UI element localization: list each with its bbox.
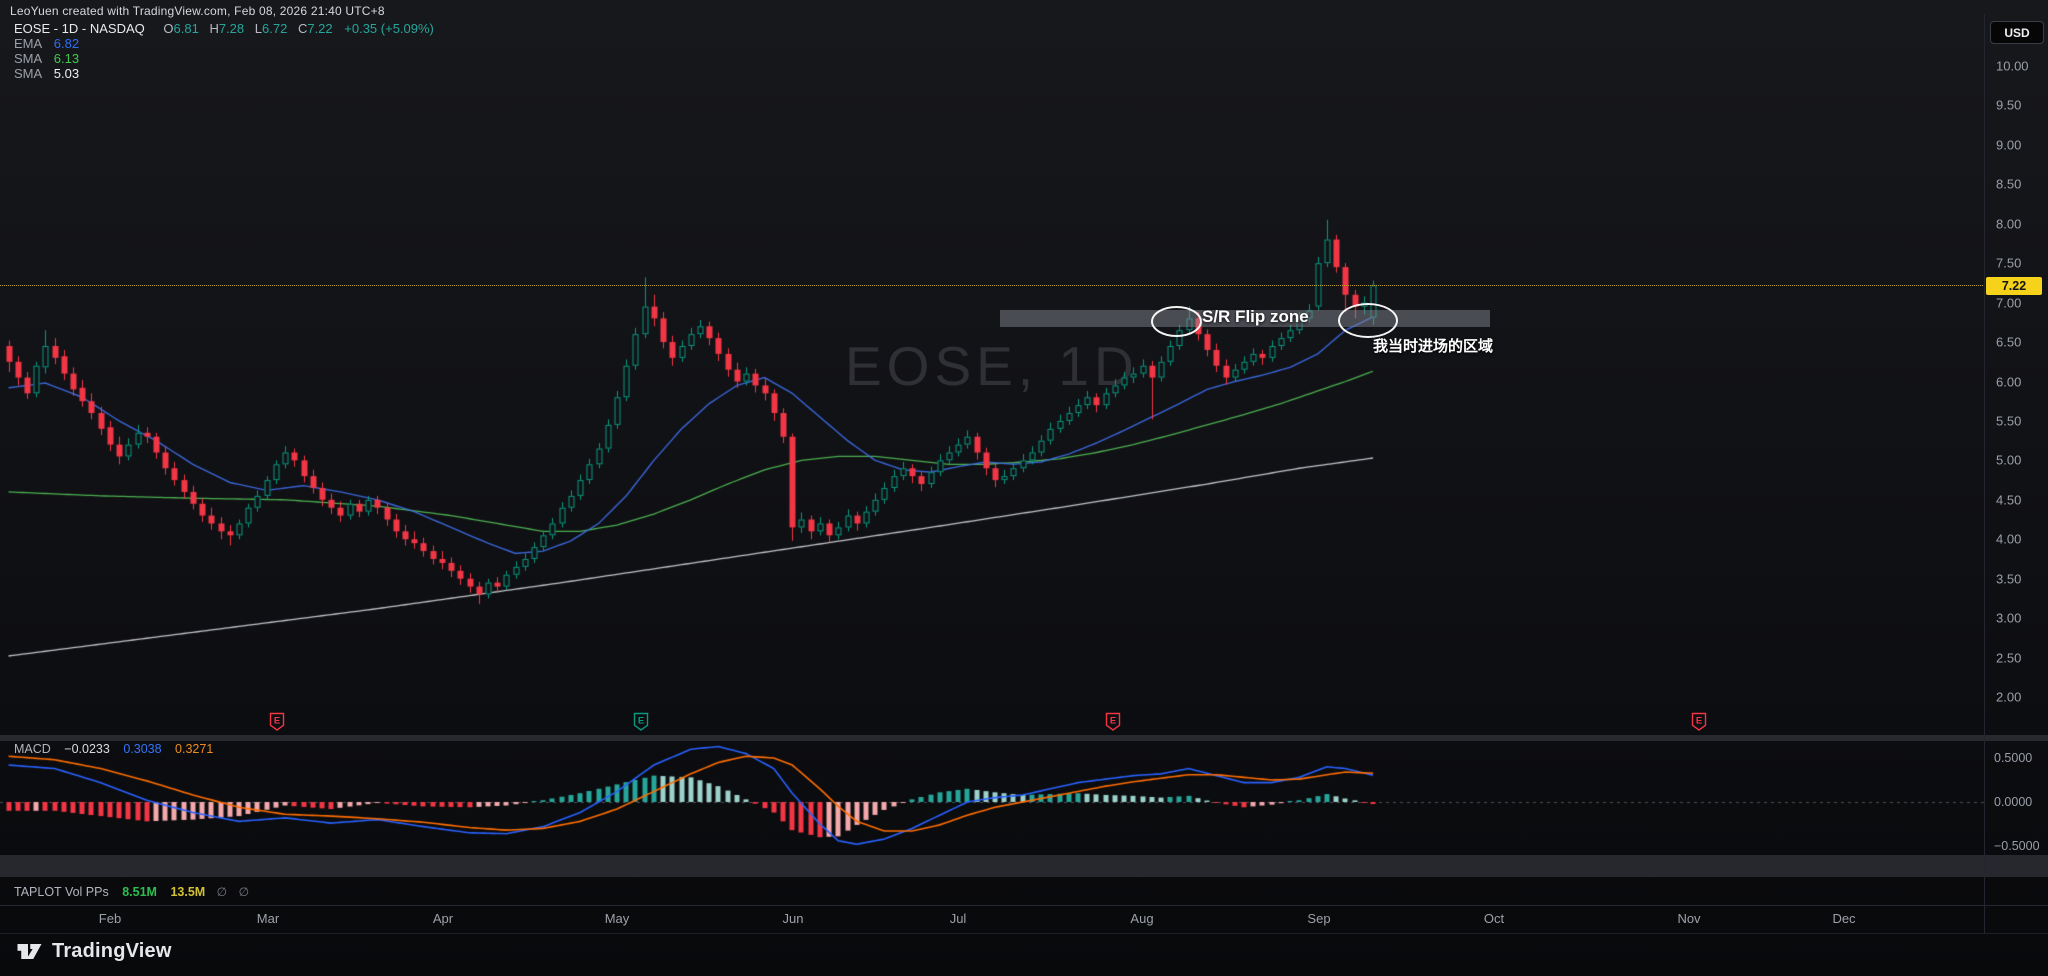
close-label: C <box>297 21 308 36</box>
price-tick-label: 9.00 <box>1996 137 2022 153</box>
high-label: H <box>209 21 219 36</box>
month-label: Jun <box>782 911 804 926</box>
svg-text:E: E <box>638 716 644 727</box>
volume-title: TAPLOT Vol PPs <box>14 885 109 899</box>
symbol-title: EOSE - 1D - NASDAQ <box>14 21 145 36</box>
month-label: Sep <box>1307 911 1331 926</box>
sr-flip-zone-label[interactable]: S/R Flip zone <box>1202 307 1309 326</box>
indicator-row-ema[interactable]: EMA 6.82 <box>14 36 434 51</box>
sma-long-value: 5.03 <box>53 66 80 81</box>
low-label: L <box>254 21 262 36</box>
open-label: O <box>163 21 174 36</box>
last-price-dotted-line <box>0 285 1985 286</box>
close-value: 7.22 <box>307 21 333 36</box>
price-tick-label: 4.50 <box>1996 492 2022 508</box>
svg-text:E: E <box>274 716 280 727</box>
month-label: Dec <box>1832 911 1856 926</box>
price-tick-label: 5.00 <box>1996 452 2022 468</box>
sma-mid-label: SMA <box>14 51 43 66</box>
earnings-icon[interactable]: E <box>1691 712 1708 732</box>
high-value: 7.28 <box>218 21 245 36</box>
month-label: Nov <box>1677 911 1701 926</box>
volume-value-1: 8.51M <box>122 885 157 899</box>
svg-text:E: E <box>1696 716 1702 727</box>
price-tick-label: 10.00 <box>1996 58 2029 74</box>
month-label: Apr <box>432 911 454 926</box>
macd-tick-label: 0.0000 <box>1994 795 2033 809</box>
footer-branding[interactable]: TradingView <box>16 940 172 963</box>
earnings-icon[interactable]: E <box>269 712 286 732</box>
earnings-icon[interactable]: E <box>1105 712 1122 732</box>
macd-title: MACD <box>14 742 51 756</box>
footer-border <box>0 933 2048 934</box>
tradingview-wordmark: TradingView <box>52 940 172 962</box>
earnings-icon[interactable]: E <box>633 712 650 732</box>
month-label: May <box>604 911 630 926</box>
price-axis-border <box>1984 14 1985 933</box>
tradingview-logo-icon <box>16 940 43 963</box>
attribution-text: LeoYuen created with TradingView.com, Fe… <box>10 4 385 18</box>
price-tick-label: 3.00 <box>1996 610 2022 626</box>
price-tick-label: 5.50 <box>1996 413 2022 429</box>
highlight-ellipse[interactable] <box>1151 306 1202 337</box>
volume-value-2: 13.5M <box>170 885 206 899</box>
volume-legend-row[interactable]: TAPLOT Vol PPs 8.51M 13.5M ∅ ∅ <box>14 885 249 899</box>
price-tick-label: 9.50 <box>1996 97 2022 113</box>
price-tick-label: 6.50 <box>1996 334 2022 350</box>
price-tick-label: 8.00 <box>1996 216 2022 232</box>
month-label: Feb <box>98 911 122 926</box>
indicator-row-sma-long[interactable]: SMA 5.03 <box>14 66 434 81</box>
hide-icon[interactable]: ∅ <box>216 885 228 899</box>
month-label: Jul <box>949 911 967 926</box>
macd-line-value: 0.3038 <box>123 742 162 756</box>
month-label: Mar <box>256 911 280 926</box>
macd-tick-label: 0.5000 <box>1994 751 2033 765</box>
pane-separator-main-macd[interactable] <box>0 735 2048 741</box>
macd-signal-value: 0.3271 <box>175 742 214 756</box>
month-label: Oct <box>1483 911 1505 926</box>
svg-text:E: E <box>1110 716 1116 727</box>
price-tick-label: 4.00 <box>1996 531 2022 547</box>
symbol-legend-row[interactable]: EOSE - 1D - NASDAQ O6.81 H7.28 L6.72 C7.… <box>14 21 434 36</box>
last-price-label: 7.22 <box>1986 277 2042 295</box>
macd-tick-label: −0.5000 <box>1994 839 2040 853</box>
currency-toggle-button[interactable]: USD <box>1990 21 2044 44</box>
price-tick-label: 7.50 <box>1996 255 2022 271</box>
price-tick-label: 8.50 <box>1996 176 2022 192</box>
highlight-ellipse[interactable] <box>1338 303 1398 338</box>
low-value: 6.72 <box>262 21 288 36</box>
month-label: Aug <box>1130 911 1154 926</box>
macd-legend-row[interactable]: MACD −0.0233 0.3038 0.3271 <box>14 742 213 756</box>
price-tick-label: 3.50 <box>1996 571 2022 587</box>
sma-mid-value: 6.13 <box>53 51 80 66</box>
open-value: 6.81 <box>173 21 199 36</box>
ema-value: 6.82 <box>53 36 80 51</box>
entry-area-label[interactable]: 我当时进场的区域 <box>1373 338 1494 355</box>
ema-label: EMA <box>14 36 43 51</box>
price-tick-label: 6.00 <box>1996 374 2022 389</box>
price-tick-label: 2.50 <box>1996 650 2022 666</box>
chart-legend: EOSE - 1D - NASDAQ O6.81 H7.28 L6.72 C7.… <box>14 21 434 81</box>
price-tick-label: 7.00 <box>1996 295 2022 311</box>
price-tick-label: 2.00 <box>1996 689 2022 705</box>
pane-separator-macd-volume[interactable] <box>0 855 2048 877</box>
change-value: +0.35 (+5.09%) <box>344 21 434 36</box>
sma-long-label: SMA <box>14 66 43 81</box>
indicator-row-sma-mid[interactable]: SMA 6.13 <box>14 51 434 66</box>
time-axis-border <box>0 905 2048 906</box>
macd-hist-value: −0.0233 <box>64 742 110 756</box>
hide-icon[interactable]: ∅ <box>238 885 250 899</box>
